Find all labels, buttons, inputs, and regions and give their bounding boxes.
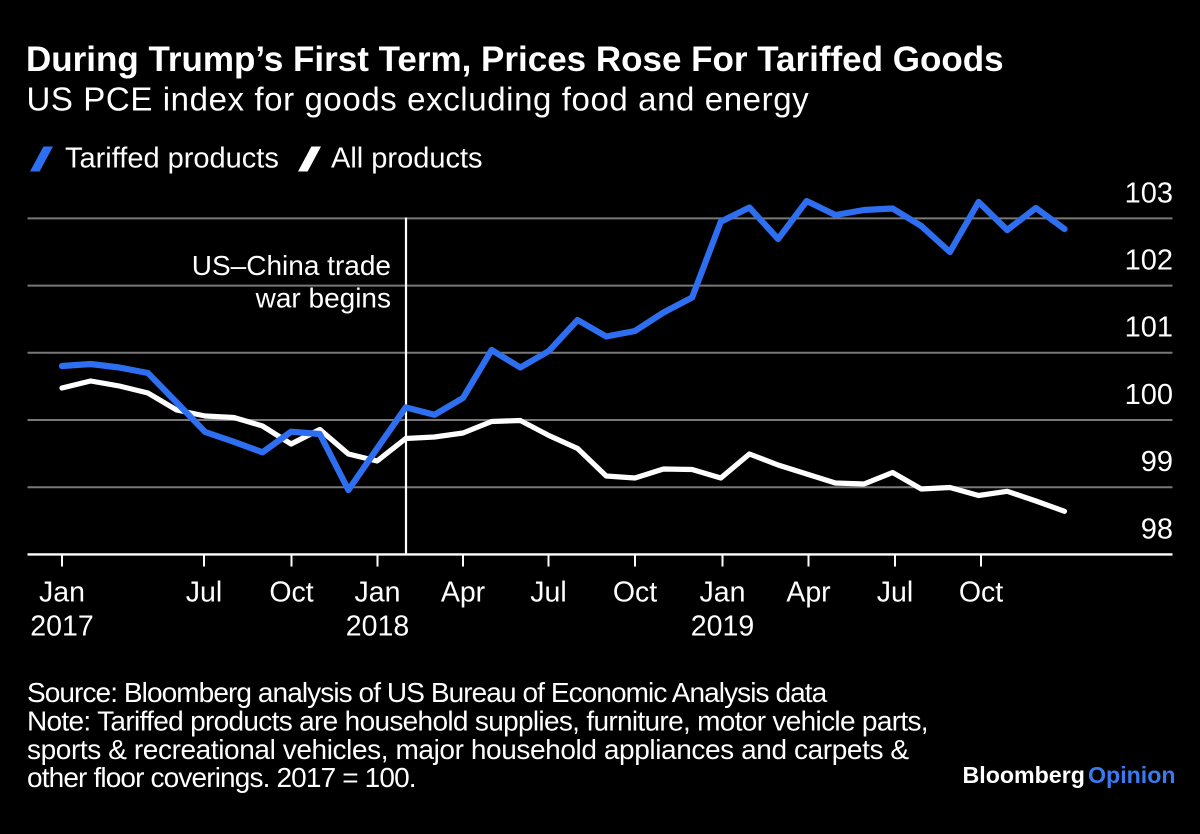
svg-text:Note: Tariffed products are ho: Note: Tariffed products are household su…: [27, 705, 928, 736]
svg-text:Jul: Jul: [530, 577, 566, 609]
svg-text:Bloomberg: Bloomberg: [963, 762, 1085, 788]
svg-text:100: 100: [1125, 379, 1173, 411]
svg-text:sports & recreational vehicles: sports & recreational vehicles, major ho…: [27, 734, 909, 765]
svg-text:During Trump’s First Term, Pri: During Trump’s First Term, Prices Rose F…: [26, 40, 1004, 79]
svg-text:US–China trade: US–China trade: [192, 250, 391, 281]
svg-text:Apr: Apr: [786, 577, 831, 609]
svg-text:98: 98: [1141, 513, 1173, 545]
svg-text:103: 103: [1125, 177, 1173, 209]
svg-text:Oct: Oct: [269, 577, 313, 609]
svg-text:war begins: war begins: [255, 283, 391, 314]
svg-text:Tariffed products: Tariffed products: [65, 143, 279, 175]
svg-text:2019: 2019: [691, 611, 754, 643]
svg-text:Jan: Jan: [700, 577, 746, 609]
svg-text:Apr: Apr: [441, 577, 486, 609]
svg-text:Jul: Jul: [877, 577, 913, 609]
svg-text:Opinion: Opinion: [1088, 762, 1176, 788]
svg-text:All products: All products: [331, 143, 483, 175]
svg-text:2018: 2018: [346, 611, 409, 643]
svg-text:Jan: Jan: [355, 577, 401, 609]
svg-text:102: 102: [1125, 245, 1173, 277]
svg-text:other floor coverings. 2017 =: other floor coverings. 2017 = 100.: [27, 762, 416, 793]
svg-text:99: 99: [1141, 446, 1173, 478]
svg-text:Jan: Jan: [39, 577, 85, 609]
svg-text:Oct: Oct: [613, 577, 657, 609]
svg-text:Oct: Oct: [959, 577, 1003, 609]
svg-text:Jul: Jul: [186, 577, 222, 609]
svg-text:US PCE index for goods excludi: US PCE index for goods excluding food an…: [27, 81, 810, 118]
svg-text:101: 101: [1125, 312, 1173, 344]
svg-text:Source: Bloomberg analysis of: Source: Bloomberg analysis of US Bureau …: [27, 677, 828, 708]
svg-text:2017: 2017: [30, 611, 93, 643]
